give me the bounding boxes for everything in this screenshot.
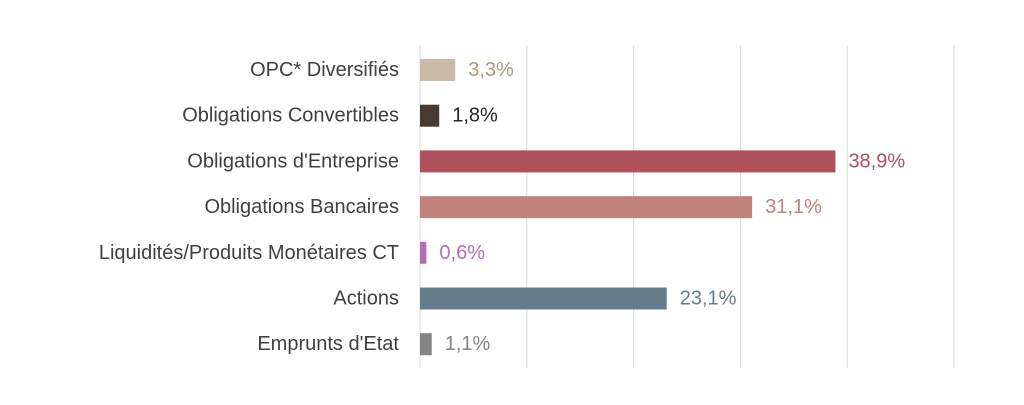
category-label: Emprunts d'Etat	[257, 333, 399, 355]
labels: OPC* Diversifiés 3,3% Obligations Converti…	[99, 59, 906, 355]
value-label: 38,9%	[848, 150, 905, 172]
category-label: Liquidités/Produits Monétaires CT	[99, 242, 399, 264]
bar	[420, 104, 440, 127]
category-label: Obligations Convertibles	[182, 105, 399, 127]
category-label: OPC* Diversifiés	[250, 59, 399, 81]
bar	[420, 59, 456, 81]
bars	[420, 59, 836, 356]
value-label: 1,1%	[445, 333, 491, 355]
value-label: 1,8%	[452, 105, 498, 127]
value-label: 31,1%	[765, 196, 822, 218]
bar	[420, 241, 427, 264]
bar	[420, 287, 667, 310]
bar	[420, 333, 432, 356]
value-label: 23,1%	[680, 288, 737, 310]
value-label: 0,6%	[439, 242, 485, 264]
category-label: Obligations Bancaires	[204, 196, 399, 218]
bar	[420, 196, 753, 219]
bar	[420, 150, 836, 173]
category-label: Obligations d'Entreprise	[187, 150, 399, 172]
value-label: 3,3%	[468, 59, 514, 81]
category-label: Actions	[333, 288, 399, 310]
